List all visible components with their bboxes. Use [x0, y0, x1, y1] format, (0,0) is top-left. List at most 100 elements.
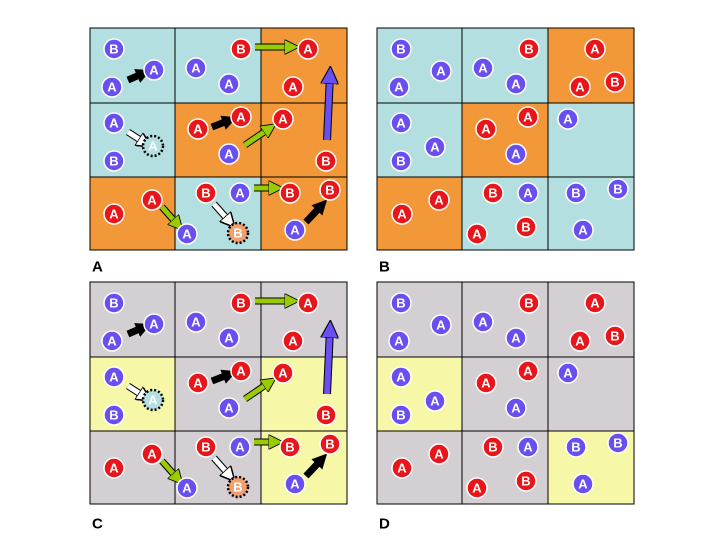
token: [565, 436, 587, 458]
token-label: A: [224, 77, 234, 92]
token: [103, 150, 125, 172]
token: [557, 362, 579, 384]
token: [101, 330, 123, 352]
token: [218, 327, 240, 349]
token: [229, 182, 251, 204]
token: [517, 106, 539, 128]
token: [604, 325, 626, 347]
token: [424, 390, 446, 412]
token: [517, 436, 539, 458]
token: [141, 388, 165, 412]
token-label: A: [436, 318, 446, 333]
token-label: B: [396, 42, 405, 57]
token-label: B: [524, 296, 533, 311]
arrow: [327, 75, 330, 141]
token: [230, 38, 252, 60]
token-label: A: [191, 61, 201, 76]
token: [279, 436, 301, 458]
token: [226, 475, 250, 499]
token: [515, 470, 537, 492]
token-label: A: [396, 116, 406, 131]
token: [272, 362, 294, 384]
token: [297, 38, 319, 60]
token: [143, 313, 165, 335]
token-label: A: [303, 42, 313, 57]
token-label: A: [193, 122, 203, 137]
token-label: B: [201, 186, 210, 201]
token-label: B: [285, 186, 294, 201]
token: [218, 397, 240, 419]
arrow: [126, 383, 145, 397]
token-label: A: [224, 401, 234, 416]
token: [428, 189, 450, 211]
token-label: B: [109, 42, 118, 57]
token-label: A: [149, 317, 159, 332]
arrow: [243, 128, 270, 148]
panel: B A A A A B A A B A A B A A A A A A A B A B B B A D: [376, 281, 635, 533]
token-label: B: [321, 154, 330, 169]
token: [518, 292, 540, 314]
token: [390, 292, 412, 314]
token-label: A: [224, 331, 234, 346]
token: [141, 443, 163, 465]
arrow: [304, 453, 328, 478]
token: [482, 436, 504, 458]
token: [430, 60, 452, 82]
token-label: A: [147, 447, 157, 462]
token: [607, 178, 629, 200]
token: [572, 473, 594, 495]
token: [482, 182, 504, 204]
token: [187, 118, 209, 140]
token: [391, 457, 413, 479]
token-label: A: [578, 223, 588, 238]
token-label: B: [285, 440, 294, 455]
token-label: A: [575, 80, 585, 95]
token: [604, 71, 626, 93]
token-label: A: [396, 370, 406, 385]
token-label: B: [233, 226, 242, 241]
token: [218, 73, 240, 95]
token-label: A: [434, 447, 444, 462]
token-label: A: [511, 401, 521, 416]
token-label: B: [396, 296, 405, 311]
cell: [376, 176, 463, 251]
token-label: B: [325, 437, 334, 452]
token: [176, 223, 198, 245]
token: [185, 311, 207, 333]
token-label: B: [521, 474, 530, 489]
token: [390, 38, 412, 60]
token-label: A: [397, 461, 407, 476]
token-label: B: [488, 440, 497, 455]
token: [141, 189, 163, 211]
token: [390, 404, 412, 426]
token: [230, 292, 252, 314]
token-label: A: [511, 331, 521, 346]
token: [565, 182, 587, 204]
token-label: A: [148, 393, 158, 408]
token-label: A: [149, 63, 159, 78]
token-label: B: [396, 154, 405, 169]
cell: [89, 430, 176, 505]
token-label: A: [481, 122, 491, 137]
arrow: [211, 369, 237, 384]
token: [569, 76, 591, 98]
token-label: A: [278, 366, 288, 381]
token-label: A: [147, 193, 157, 208]
cell: [376, 356, 463, 432]
token: [472, 311, 494, 333]
token: [297, 292, 319, 314]
token: [505, 73, 527, 95]
token: [515, 216, 537, 238]
token-label: A: [575, 334, 585, 349]
token-label: A: [109, 370, 119, 385]
cell: [376, 430, 463, 505]
token-label: A: [397, 207, 407, 222]
token: [472, 57, 494, 79]
token-label: A: [430, 140, 440, 155]
token-label: B: [109, 154, 118, 169]
token-label: A: [472, 481, 482, 496]
token: [388, 76, 410, 98]
token-label: A: [235, 440, 245, 455]
token: [230, 106, 252, 128]
token: [103, 38, 125, 60]
